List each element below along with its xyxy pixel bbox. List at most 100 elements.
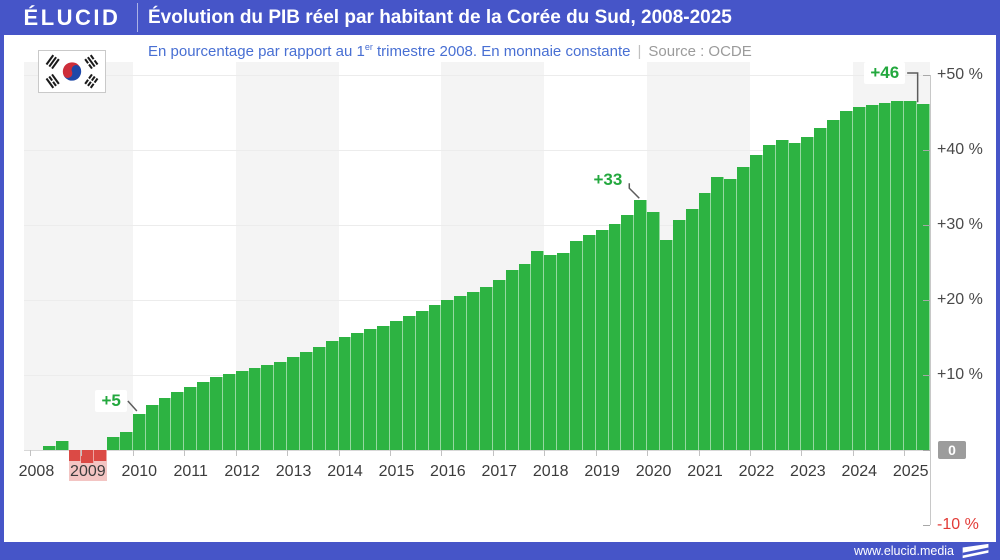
bar-T1-2015 <box>390 321 403 450</box>
bar-T2-2012 <box>248 367 262 450</box>
year-label-2020: 2020 <box>635 463 672 480</box>
bar-T3-2017 <box>518 264 532 450</box>
bar-T4-2011 <box>222 373 236 450</box>
year-label-2014: 2014 <box>327 463 363 480</box>
year-label-2015: 2015 <box>378 463 415 480</box>
bar-T1-2024 <box>852 106 866 450</box>
bar-T1-2018 <box>544 255 558 450</box>
year-tick-2021 <box>698 450 700 456</box>
bar-T2-2022 <box>762 144 776 450</box>
y-tick <box>923 150 930 151</box>
year-tick-2009 <box>81 450 83 456</box>
year-label-2013: 2013 <box>275 463 312 480</box>
annotation-plus5: +5 <box>95 390 127 412</box>
year-label-2018: 2018 <box>532 463 569 480</box>
year-label-2016: 2016 <box>430 463 466 480</box>
bar-T4-2019 <box>634 200 648 450</box>
y-tick <box>923 300 930 301</box>
year-tick-2020 <box>647 450 649 456</box>
annotation-plus33: +33 <box>587 169 629 192</box>
bar-T4-2016 <box>480 287 493 450</box>
bar-T3-2013 <box>312 346 326 450</box>
bar-T4-2023 <box>840 111 853 450</box>
bar-T3-2010 <box>158 397 172 450</box>
y-tick-label: +20 % <box>937 291 983 308</box>
bar-T2-2011 <box>197 381 210 450</box>
source-label: Source : OCDE <box>648 43 752 60</box>
bar-T3-2011 <box>210 377 223 450</box>
y-tick <box>923 75 930 76</box>
gridline <box>24 150 930 151</box>
y-tick-label: +30 % <box>937 216 983 233</box>
subtitle-separator: | <box>637 43 642 60</box>
year-label-2012: 2012 <box>224 463 260 480</box>
year-tick-2016 <box>441 450 443 456</box>
bar-T1-2023 <box>801 136 815 450</box>
bar-T1-2014 <box>338 336 352 450</box>
annotation-plus46: +46 <box>864 62 906 84</box>
bar-T1-2019 <box>595 230 609 450</box>
bar-T1-2009 <box>81 450 95 463</box>
bar-T4-2017 <box>531 251 545 450</box>
bar-T2-2018 <box>557 252 570 450</box>
bar-T3-2021 <box>724 179 738 450</box>
bar-T2-2019 <box>608 223 622 450</box>
bar-T4-2013 <box>325 341 339 450</box>
subtitle-text: En pourcentage par rapport au 1er trimes… <box>148 42 631 60</box>
year-band <box>24 62 133 450</box>
year-tick-2019 <box>595 450 597 456</box>
header-bar: ÉLUCID Évolution du PIB réel par habitan… <box>0 0 1000 35</box>
bar-T2-2016 <box>454 295 468 450</box>
year-tick-2010 <box>132 450 134 456</box>
left-border <box>0 35 4 542</box>
bar-T2-2014 <box>351 333 365 450</box>
year-tick-2011 <box>184 450 186 456</box>
bar-T1-2010 <box>132 414 146 450</box>
year-tick-2012 <box>235 450 237 456</box>
year-tick-2018 <box>544 450 546 456</box>
year-label-2009: 2009 <box>70 463 106 480</box>
bar-T2-2024 <box>865 105 879 450</box>
year-tick-2017 <box>492 450 494 456</box>
bar-T4-2021 <box>737 166 750 450</box>
bar-T4-2008 <box>68 450 82 462</box>
bar-T4-2009 <box>120 432 133 450</box>
year-tick-2008 <box>30 450 31 456</box>
y-tick <box>923 450 930 451</box>
year-label-2011: 2011 <box>173 463 208 480</box>
year-label-2019: 2019 <box>584 463 620 480</box>
year-label-2025: 2025 <box>892 463 929 480</box>
bar-T3-2023 <box>827 120 840 450</box>
south-korea-flag <box>38 50 106 93</box>
taegeukgi-icon <box>45 54 99 89</box>
bar-T1-2011 <box>184 387 198 450</box>
bar-T1-2012 <box>235 370 249 450</box>
bar-T1-2022 <box>750 155 763 450</box>
bar-T3-2022 <box>775 140 789 450</box>
year-label-2024: 2024 <box>841 463 878 480</box>
footer-bar: www.elucid.media <box>0 542 1000 560</box>
bar-T4-2022 <box>788 143 802 450</box>
bar-T1-2013 <box>287 357 300 450</box>
elucid-logo: ÉLUCID <box>23 5 121 30</box>
bar-T3-2018 <box>570 240 583 450</box>
bar-T1-2020 <box>647 211 660 450</box>
y-tick <box>923 375 930 376</box>
footer-url-link[interactable]: www.elucid.media <box>853 544 954 558</box>
bar-T3-2015 <box>415 310 429 450</box>
bar-T1-2017 <box>492 279 506 450</box>
y-axis-line <box>930 75 931 525</box>
bar-T4-2010 <box>171 392 185 450</box>
bar-T3-2012 <box>261 364 275 450</box>
bar-T2-2009 <box>94 450 108 462</box>
subtitle: En pourcentage par rapport au 1er trimes… <box>148 35 988 60</box>
y-tick <box>923 225 930 226</box>
bar-T2-2015 <box>402 315 416 450</box>
bar-T2-2017 <box>505 270 519 450</box>
bar-T4-2018 <box>582 234 596 450</box>
bar-T3-2009 <box>107 437 120 450</box>
y-tick-label: -10 % <box>937 516 979 533</box>
bar-T3-2020 <box>672 219 686 450</box>
bar-T3-2014 <box>364 329 378 450</box>
